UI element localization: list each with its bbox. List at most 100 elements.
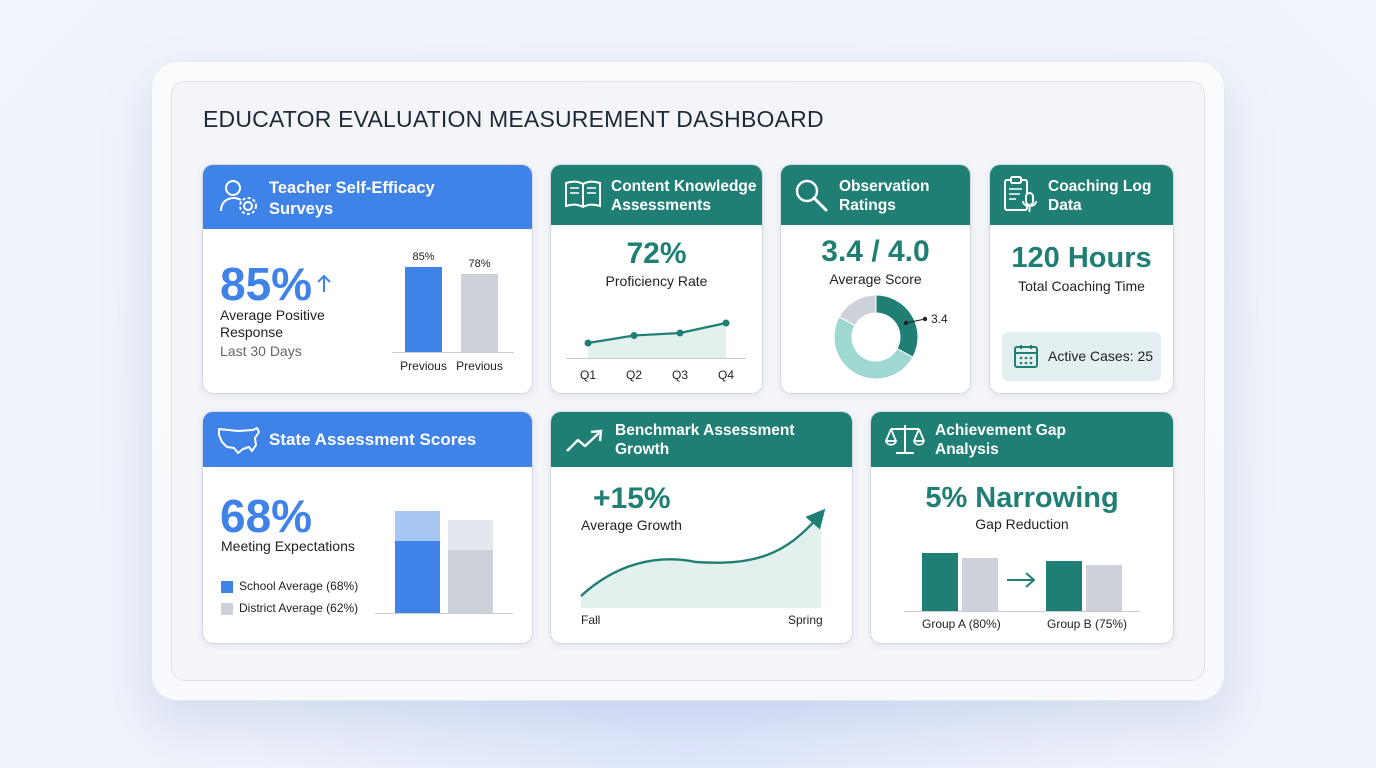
- group-a-label: Group A (80%): [922, 617, 1001, 631]
- content-knowledge-x-label: Q4: [718, 368, 734, 382]
- content-knowledge-title-line1: Content Knowledge: [611, 178, 757, 195]
- content-knowledge-area-chart: Q1 Q2 Q3 Q4: [566, 319, 746, 382]
- content-knowledge-area: [588, 323, 726, 358]
- observation-donut-slice: [833, 316, 914, 380]
- coaching-title: Coaching Log Data: [1048, 177, 1151, 215]
- group-b-bar-dark: [1046, 561, 1082, 611]
- observation-annotation-dot: [903, 320, 909, 326]
- benchmark-line: [580, 508, 826, 597]
- observation-annotation-label: 3.4: [931, 312, 948, 326]
- coaching-label: Total Coaching Time: [1018, 278, 1145, 294]
- achievement-gap-title: Achievement Gap Analysis: [935, 421, 1066, 459]
- legend-school-label: School Average (68%): [239, 579, 359, 593]
- benchmark-title-line1: Benchmark Assessment: [615, 422, 795, 439]
- observation-title-line2: Ratings: [839, 197, 896, 214]
- state-assessment-card[interactable]: State Assessment Scores 68% Meeting Expe…: [203, 412, 532, 643]
- self-efficacy-label-line1: Average Positive: [220, 307, 325, 323]
- observation-value: 3.4 / 4.0: [821, 235, 930, 268]
- state-bar: [395, 541, 440, 613]
- state-assessment-header: State Assessment Scores: [203, 412, 532, 467]
- observation-donut-chart: 3.4: [833, 294, 948, 380]
- benchmark-x-label-spring: Spring: [788, 613, 823, 627]
- state-assessment-label: Meeting Expectations: [221, 538, 355, 554]
- benchmark-area-chart: [580, 508, 826, 608]
- self-efficacy-value: 85%: [220, 258, 313, 310]
- content-knowledge-line: [587, 321, 727, 345]
- observation-title: Observation Ratings: [839, 177, 929, 215]
- observation-header: Observation Ratings: [781, 165, 970, 225]
- content-knowledge-point: [722, 319, 730, 327]
- benchmark-label: Average Growth: [581, 517, 682, 533]
- observation-label: Average Score: [829, 271, 922, 287]
- self-efficacy-category-label: Previous: [400, 359, 447, 373]
- benchmark-x-label-fall: Fall: [581, 613, 601, 627]
- legend-district-label: District Average (62%): [239, 601, 359, 615]
- content-knowledge-point: [630, 332, 638, 339]
- book-icon: [565, 180, 601, 209]
- active-cases-badge: Active Cases: 25: [1002, 332, 1161, 381]
- observation-annotation-line: [905, 318, 926, 324]
- clipboard-mic-icon: [1004, 176, 1037, 212]
- benchmark-value: +15%: [593, 482, 671, 515]
- content-knowledge-title: Content Knowledge Assessments: [611, 177, 757, 215]
- state-assessment-title: State Assessment Scores: [269, 430, 477, 449]
- content-knowledge-x-label: Q1: [580, 368, 596, 382]
- observation-donut-slice: [838, 294, 877, 327]
- content-knowledge-header: Content Knowledge Assessments: [551, 165, 762, 225]
- coaching-title-line1: Coaching Log: [1048, 178, 1152, 195]
- self-efficacy-title-line1: Teacher Self-Efficacy: [269, 179, 435, 197]
- arrow-right-icon: [1007, 572, 1036, 588]
- observation-card[interactable]: Observation Ratings 3.4 / 4.0 Average Sc…: [781, 165, 970, 393]
- self-efficacy-label-line2: Response: [220, 324, 284, 340]
- observation-annotation-dot-end: [922, 316, 928, 322]
- achievement-gap-title-line1: Achievement Gap: [935, 422, 1066, 439]
- achievement-gap-header: Achievement Gap Analysis: [871, 412, 1173, 467]
- content-knowledge-title-line2: Assessments: [611, 197, 711, 214]
- usa-map-icon: [218, 427, 260, 454]
- self-efficacy-period: Last 30 Days: [220, 343, 302, 359]
- achievement-gap-value: 5% Narrowing: [925, 482, 1119, 514]
- calendar-icon: [1014, 345, 1038, 368]
- state-bar: [448, 550, 493, 613]
- magnifier-icon: [795, 179, 828, 212]
- self-efficacy-bar-value: 78%: [468, 258, 490, 270]
- coaching-card[interactable]: Coaching Log Data 120 Hours Total Coachi…: [990, 165, 1173, 393]
- achievement-gap-card[interactable]: Achievement Gap Analysis 5% Narrowing Ga…: [871, 412, 1173, 643]
- content-knowledge-point: [676, 329, 684, 337]
- self-efficacy-title: Teacher Self-Efficacy Surveys: [269, 178, 435, 220]
- benchmark-title: Benchmark Assessment Growth: [615, 421, 794, 459]
- self-efficacy-bar: [405, 267, 442, 352]
- self-efficacy-card[interactable]: Teacher Self-Efficacy Surveys 85% Averag…: [203, 165, 532, 393]
- self-efficacy-title-line2: Surveys: [269, 200, 334, 218]
- achievement-gap-title-line2: Analysis: [935, 441, 999, 458]
- user-gear-icon: [220, 180, 257, 215]
- group-b-bar-light: [1086, 565, 1122, 611]
- content-knowledge-x-label: Q3: [672, 368, 688, 382]
- benchmark-area: [581, 514, 821, 608]
- trend-up-icon: [566, 429, 603, 452]
- page-title: EDUCATOR EVALUATION MEASUREMENT DASHBOAR…: [203, 106, 824, 132]
- content-knowledge-x-label: Q2: [626, 368, 642, 382]
- self-efficacy-label: Average Positive Response: [220, 307, 325, 341]
- state-bar-chart: [375, 511, 513, 614]
- coaching-header: Coaching Log Data: [990, 165, 1173, 225]
- coaching-title-line2: Data: [1048, 197, 1082, 214]
- content-knowledge-point: [584, 339, 592, 347]
- achievement-gap-label: Gap Reduction: [975, 516, 1069, 532]
- self-efficacy-bar: [461, 274, 498, 352]
- benchmark-card[interactable]: Benchmark Assessment Growth +15% Average…: [551, 412, 852, 643]
- active-cases-text: Active Cases: 25: [1048, 348, 1154, 364]
- content-knowledge-label: Proficiency Rate: [605, 273, 708, 289]
- self-efficacy-header: Teacher Self-Efficacy Surveys: [203, 165, 532, 229]
- state-assessment-value: 68%: [220, 490, 313, 542]
- scales-icon: [885, 425, 925, 454]
- benchmark-title-line2: Growth: [615, 441, 670, 458]
- group-b-label: Group B (75%): [1047, 617, 1128, 631]
- group-a-bar-dark: [922, 553, 958, 611]
- content-knowledge-value: 72%: [626, 237, 687, 270]
- self-efficacy-bar-chart: 85% Previous 78% Previous: [392, 251, 514, 373]
- legend-school-swatch: [221, 581, 233, 593]
- coaching-value: 120 Hours: [1011, 242, 1152, 274]
- content-knowledge-card[interactable]: Content Knowledge Assessments 72% Profic…: [551, 165, 762, 393]
- benchmark-header: Benchmark Assessment Growth: [551, 412, 852, 467]
